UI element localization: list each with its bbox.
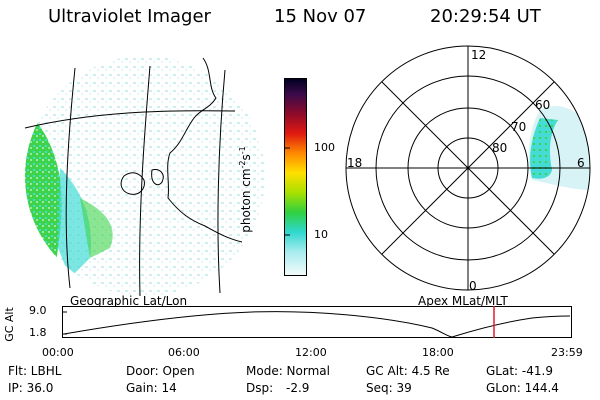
colorbar-label: photon cm-2s-1 [237, 146, 253, 233]
gc-alt-readout: GC Alt: 4.5 Re [366, 364, 450, 378]
lat-lon-grid [24, 65, 236, 297]
colorbar [284, 78, 307, 276]
sequence-readout: Seq: 39 [366, 381, 412, 395]
alt-tick-9: 9.0 [29, 304, 47, 317]
door-readout: Door: Open [126, 364, 195, 378]
alt-tick-1-8: 1.8 [29, 326, 47, 339]
orbit-x-tick-2359: 23:59 [551, 346, 583, 359]
dsp-label: Dsp: [246, 381, 274, 395]
orbit-x-tick-1800: 18:00 [422, 346, 454, 359]
gain-readout: Gain: 14 [126, 381, 177, 395]
time-label: 20:29:54 UT [430, 6, 541, 27]
gc-alt-axis-label: GC Alt [2, 307, 16, 342]
orbit-x-tick-1200: 12:00 [295, 346, 327, 359]
glon-readout: GLon: 144.4 [486, 381, 559, 395]
dsp-value: -2.9 [286, 381, 310, 395]
ip-readout: IP: 36.0 [8, 381, 54, 395]
mlt-label-12: 12 [471, 48, 487, 62]
mlat-label-80: 80 [492, 141, 508, 155]
image-disk [25, 56, 265, 296]
orbit-x-tick-0000: 00:00 [42, 346, 74, 359]
colorbar-tick-100: 100 [314, 141, 335, 154]
colorbar-tick-10: 10 [314, 228, 328, 241]
mlt-label-18: 18 [347, 156, 363, 170]
instrument-title: Ultraviolet Imager [48, 6, 211, 27]
geographic-image [24, 56, 265, 297]
mlt-label-6: 6 [577, 156, 585, 170]
filter-readout: Flt: LBHL [8, 364, 62, 378]
mlt-label-0: 0 [469, 279, 477, 293]
mode-readout: Mode: Normal [246, 364, 330, 378]
mlat-label-60: 60 [535, 98, 551, 112]
apex-mlat-mlt-label: Apex MLat/MLT [418, 294, 508, 308]
coastline [120, 57, 243, 243]
mlat-label-70: 70 [511, 120, 527, 134]
orbit-altitude-plot [62, 306, 572, 338]
glat-readout: GLat: -41.9 [486, 364, 553, 378]
date-label: 15 Nov 07 [274, 6, 367, 27]
geographic-lat-lon-label: Geographic Lat/Lon [70, 294, 188, 308]
polar-mlt-plot [345, 45, 591, 291]
orbit-x-tick-0600: 06:00 [168, 346, 200, 359]
